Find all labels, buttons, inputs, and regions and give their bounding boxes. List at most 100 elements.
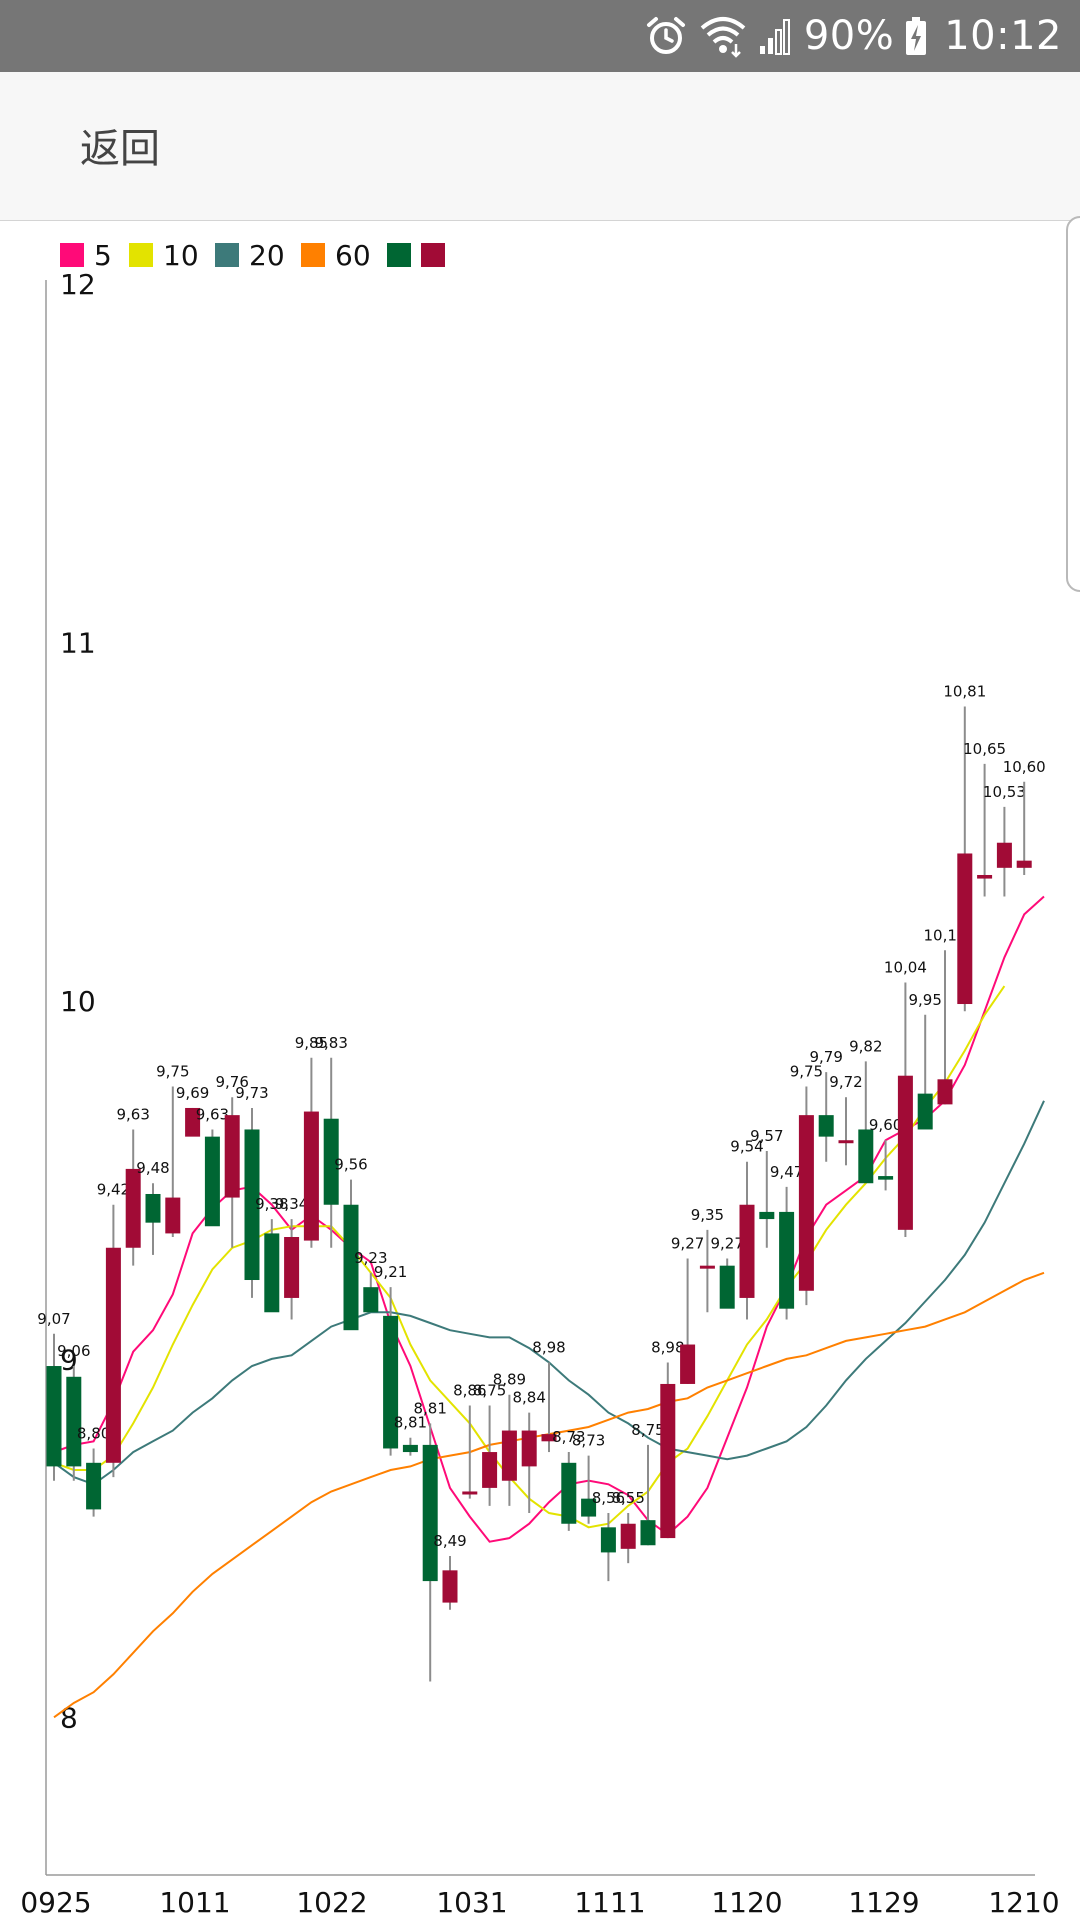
candle-body <box>224 1115 240 1198</box>
candle-body <box>937 1079 953 1105</box>
clock: 10:12 <box>944 13 1062 59</box>
candle-high-label: 8,98 <box>532 1338 565 1356</box>
candle-body <box>660 1383 676 1539</box>
candle-high-label: 9,95 <box>908 991 941 1009</box>
candle-body <box>977 874 993 879</box>
candle-body <box>858 1129 874 1184</box>
wifi-icon <box>700 17 746 58</box>
candle-high-label: 9,56 <box>334 1156 367 1174</box>
candle-high-label: 9,69 <box>176 1084 209 1102</box>
candle-body <box>343 1204 359 1331</box>
candle-body <box>838 1140 854 1144</box>
candle-body <box>462 1491 478 1495</box>
candle-body <box>581 1498 597 1517</box>
candle-high-label: 8,55 <box>611 1489 644 1507</box>
battery-charging-icon <box>906 17 927 55</box>
candle-body <box>541 1434 557 1442</box>
x-tick-label: 1129 <box>848 1886 919 1919</box>
candle-body <box>680 1344 696 1384</box>
candle-high-label: 8,86 <box>453 1381 486 1399</box>
candle-high-label: 9,76 <box>215 1073 248 1091</box>
candle-high-label: 9,79 <box>809 1048 842 1066</box>
legend-label: 60 <box>335 239 371 272</box>
candle-body <box>422 1444 438 1582</box>
battery-percentage: 90% <box>803 13 895 59</box>
candle-high-label: 8,89 <box>493 1371 526 1389</box>
x-tick-label: 1111 <box>574 1886 645 1919</box>
candle-high-label: 9,35 <box>691 1206 724 1224</box>
candle-body <box>303 1111 319 1241</box>
candle-high-label: 9,48 <box>136 1159 169 1177</box>
candle-high-label: 9,47 <box>770 1163 803 1181</box>
y-tick-label: 11 <box>60 626 96 659</box>
candle-body <box>383 1315 399 1449</box>
x-tick-label: 1022 <box>296 1886 367 1919</box>
candle-body <box>917 1093 933 1130</box>
x-tick-label: 0925 <box>20 1886 91 1919</box>
candle-high-label: 9,82 <box>849 1037 882 1055</box>
candle-body <box>165 1197 181 1234</box>
alarm-icon <box>646 17 685 54</box>
candle-body <box>739 1204 755 1298</box>
candle-body <box>957 853 973 1005</box>
candle-body <box>284 1237 300 1298</box>
kline-chart[interactable]: 12 11 10 9 8 0925 1011 1022 1031 1111 1120 1129 1210… <box>0 222 1080 1920</box>
candle-body <box>561 1462 577 1524</box>
candle-high-label: 9,83 <box>314 1034 347 1052</box>
legend-label: 5 <box>94 239 112 272</box>
candle-body <box>878 1176 894 1180</box>
candle-high-label: 9,63 <box>196 1105 229 1123</box>
candle-body <box>46 1366 62 1467</box>
candle-body <box>264 1233 280 1313</box>
candle-body <box>1016 860 1032 868</box>
x-tick-label: 1210 <box>988 1886 1059 1919</box>
x-tick-label: 1120 <box>711 1886 782 1919</box>
candle-high-label: 8,75 <box>473 1381 506 1399</box>
candle-body <box>363 1287 379 1313</box>
x-tick-label: 1031 <box>436 1886 507 1919</box>
candle-body <box>779 1211 795 1309</box>
candle-high-label: 9,27 <box>710 1235 743 1253</box>
candle-high-label: 9,72 <box>829 1073 862 1091</box>
candle-body <box>482 1452 498 1488</box>
legend-swatch <box>129 243 153 267</box>
candle-body <box>818 1115 834 1137</box>
candle-high-label: 9,60 <box>869 1116 902 1134</box>
candle-body <box>86 1462 102 1510</box>
legend-label: 10 <box>163 239 199 272</box>
toolbar: 返回 <box>0 72 1080 221</box>
status-icons: 90% 10:12 <box>644 0 1062 72</box>
candle-body <box>501 1430 517 1481</box>
candle-body <box>185 1107 201 1137</box>
candle-body <box>996 842 1012 868</box>
y-tick-label: 12 <box>60 268 96 301</box>
y-tick-label: 10 <box>60 985 96 1018</box>
candle-high-label: 9,73 <box>235 1084 268 1102</box>
candle-high-label: 8,81 <box>413 1399 446 1417</box>
candle-high-label: 10,81 <box>943 683 986 701</box>
candle-body <box>640 1520 656 1546</box>
candle-body <box>145 1193 161 1223</box>
candle-high-label: 9,23 <box>354 1249 387 1267</box>
candle-high-label: 10,65 <box>963 740 1006 758</box>
legend-swatch <box>421 243 445 267</box>
candle-body <box>699 1265 715 1269</box>
legend-swatch <box>215 243 239 267</box>
candle-body <box>105 1247 121 1463</box>
status-bar: 90% 10:12 <box>0 0 1080 72</box>
candle-body <box>125 1168 141 1248</box>
candle-high-label: 9,21 <box>374 1263 407 1281</box>
candle-high-label: 9,75 <box>790 1062 823 1080</box>
candle-body <box>620 1523 636 1549</box>
candle-high-label: 8,73 <box>572 1432 605 1450</box>
candle-body <box>323 1118 339 1205</box>
candle-high-label: 9,06 <box>57 1342 90 1360</box>
candle-body <box>204 1136 220 1227</box>
candle-high-label: 8,81 <box>394 1414 427 1432</box>
candle-high-label: 10,13 <box>924 926 967 944</box>
back-button[interactable]: 返回 <box>80 126 160 172</box>
candle-high-label: 9,75 <box>156 1062 189 1080</box>
candle-high-label: 9,07 <box>37 1310 70 1328</box>
candle-body <box>66 1376 82 1467</box>
